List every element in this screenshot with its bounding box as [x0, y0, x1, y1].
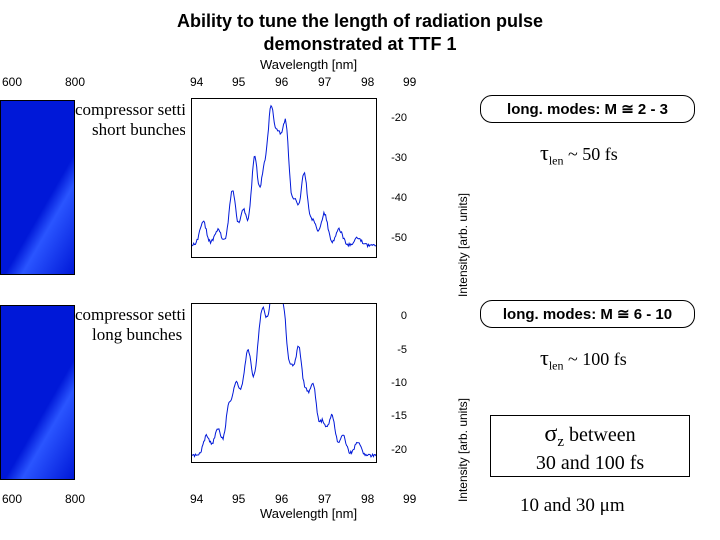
- sigma-box: σz between 30 and 100 fs: [490, 415, 690, 477]
- caption-1-l2: short bunches: [92, 120, 186, 139]
- micrometer-label: 10 and 30 μm: [520, 495, 625, 517]
- detector-image-2: [0, 305, 75, 480]
- title-line2: demonstrated at TTF 1: [263, 34, 456, 54]
- detector-image-1: [0, 100, 75, 275]
- tau-label-1: τlen ~ 50 fs: [540, 140, 618, 169]
- row-short-bunches: compressor settings 1: short bunches Int…: [0, 100, 720, 295]
- spectrum-chart-1: Intensity [arb. units] -50-40-30-20: [185, 90, 415, 280]
- modes-badge-1: long. modes: M ≅ 2 - 3: [480, 95, 695, 123]
- spectrum-chart-2: Intensity [arb. units] -20-15-10-50: [185, 295, 415, 485]
- axis-label-bottom: Wavelength [nm]: [260, 506, 357, 521]
- y-axis-label: Intensity [arb. units]: [456, 185, 470, 305]
- modes-badge-2: long. modes: M ≅ 6 - 10: [480, 300, 695, 328]
- page-title: Ability to tune the length of radiation …: [0, 10, 720, 57]
- tau-label-2: τlen ~ 100 fs: [540, 345, 627, 374]
- caption-2-l2: long bunches: [92, 325, 182, 344]
- axis-label: Wavelength [nm]: [260, 57, 357, 72]
- title-line1: Ability to tune the length of radiation …: [177, 11, 543, 31]
